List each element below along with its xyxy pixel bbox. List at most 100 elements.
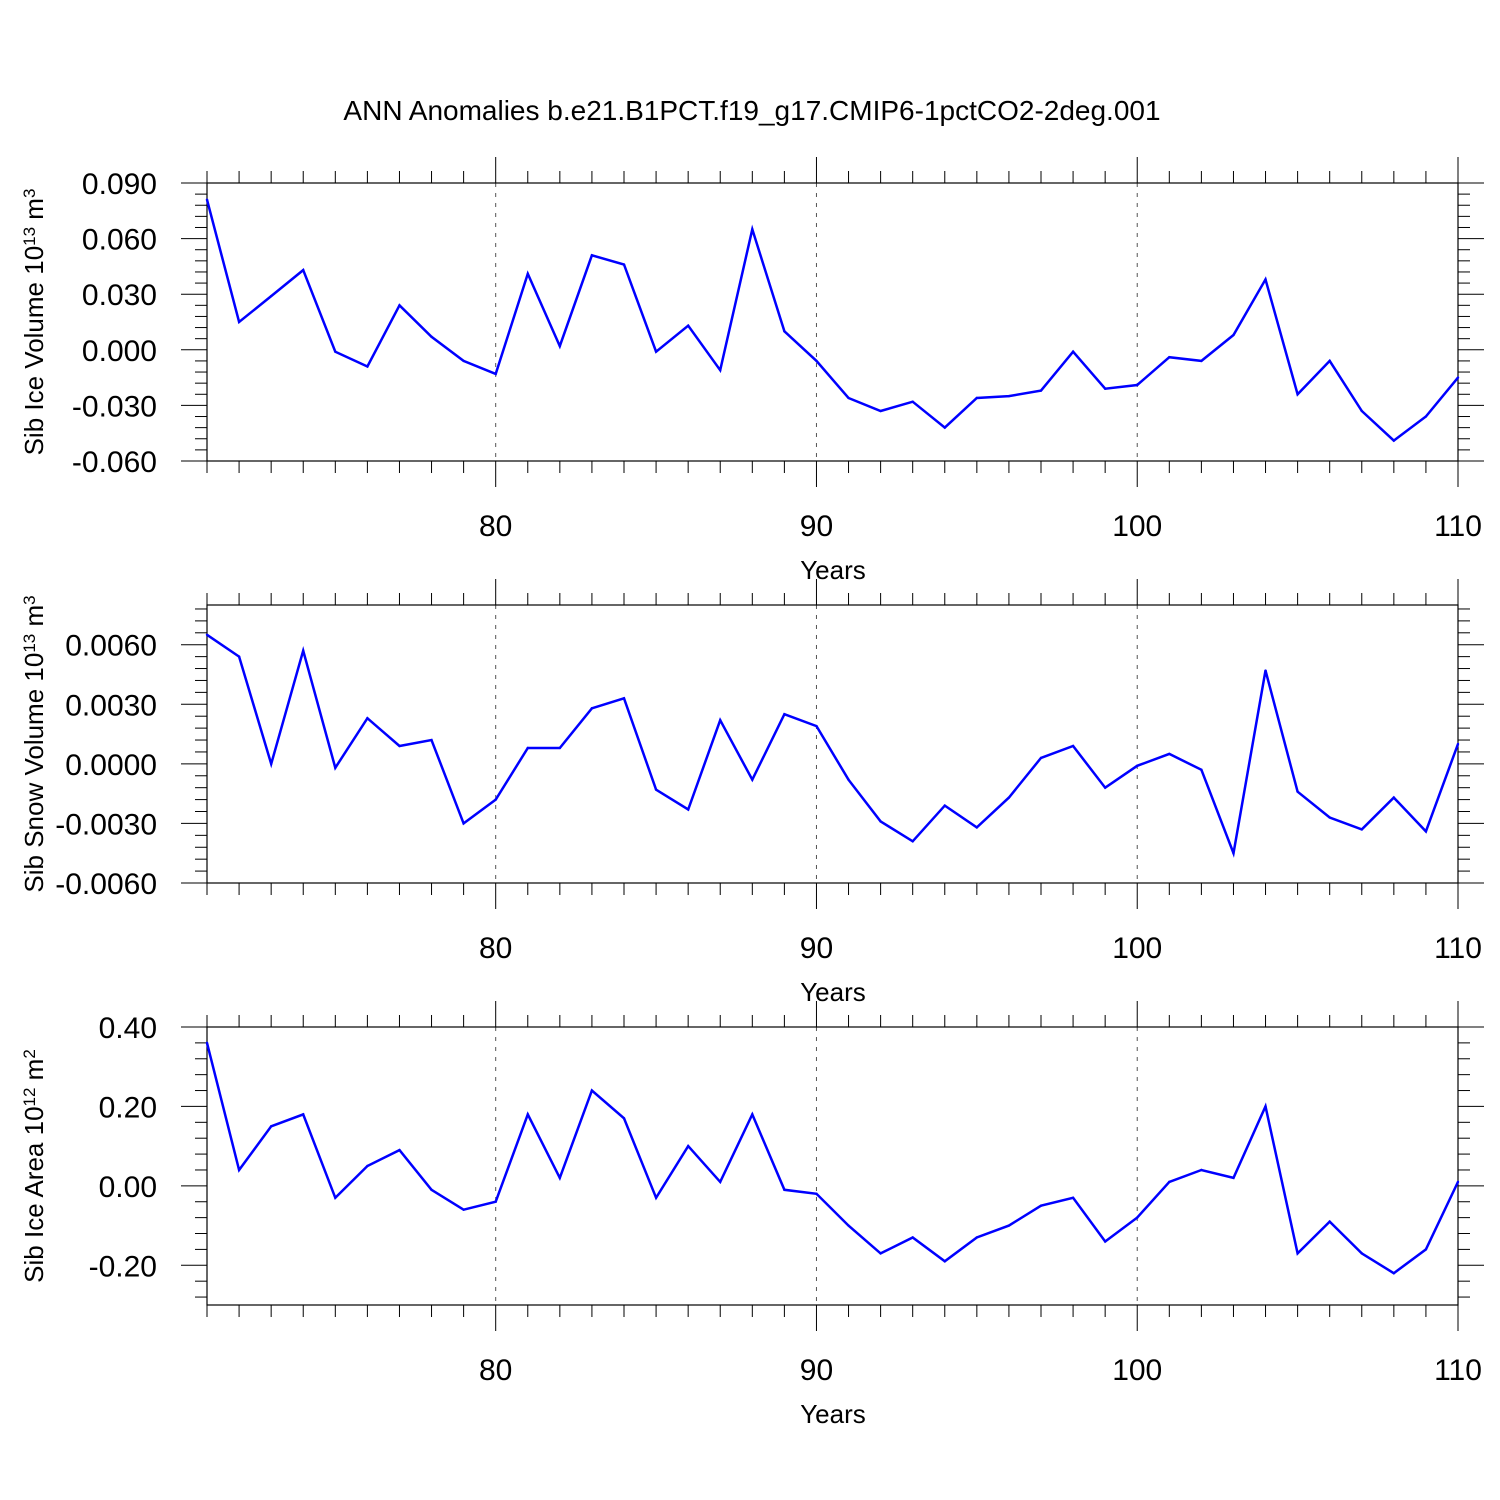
data-point [1039,1204,1043,1207]
y-axis-label: Sib Ice Volume 1013 m3 [19,189,49,456]
data-point [1360,1252,1363,1255]
data-point [943,804,946,807]
data-point [783,713,786,716]
data-point [366,716,369,720]
data-point [1424,830,1428,833]
data-point [1328,359,1331,363]
x-tick-label: 90 [800,932,833,965]
data-point [205,633,209,636]
data-point [398,744,401,748]
data-point [815,724,818,728]
data-point [719,368,722,372]
x-axis-label: Years [800,1399,866,1429]
data-point [334,350,337,353]
x-tick-label: 110 [1434,510,1482,543]
data-point [237,655,241,658]
data-point [430,738,433,742]
data-point [654,788,658,791]
data-point [590,254,594,257]
data-point [1007,394,1011,398]
y-tick-label: 0.20 [99,1091,157,1124]
data-point [975,1236,979,1239]
data-point [751,228,754,231]
data-point [1392,796,1396,799]
data-point [269,1125,273,1128]
series-line [205,1042,1460,1275]
y-tick-label: 0.40 [99,1012,157,1045]
y-axis-label-superscript: 3 [20,189,39,198]
series-line [206,633,1460,858]
data-point [302,1113,305,1116]
data-point [1424,1248,1428,1251]
data-point [686,808,690,811]
x-tick-label: 100 [1112,1354,1162,1387]
data-point [1264,1105,1267,1108]
plot-frame [206,182,1459,462]
data-point [1456,376,1460,379]
data-point [494,372,497,376]
data-point [237,1168,241,1172]
x-tick-label: 100 [1112,510,1162,543]
data-point [1168,1180,1171,1184]
data-point [751,1113,754,1116]
y-tick-label: 0.00 [99,1171,157,1204]
y-tick-label: -0.0060 [55,868,157,901]
data-point [1328,1220,1331,1223]
y-tick-label: 0.0060 [65,630,157,663]
data-point [302,649,305,652]
y-tick-label: 0.0000 [65,749,157,782]
data-point [719,1180,722,1184]
data-point [1103,387,1107,390]
data-point [1296,790,1299,793]
data-point [205,1041,209,1045]
data-point [366,365,369,368]
data-point [334,766,337,770]
data-point [1456,742,1460,746]
x-tick-label: 90 [800,510,833,543]
data-point [622,1117,626,1120]
data-point [558,344,562,348]
x-tick-label: 110 [1434,1354,1482,1387]
data-point [1071,744,1075,748]
data-point [526,746,529,750]
panels: -0.060 -0.030 0.000 0.030 0.060 0.090 80 90 100 1… [19,157,1484,1429]
y-tick-label: -0.030 [72,390,157,423]
data-point [494,1200,497,1203]
data-point [1136,764,1139,768]
y-axis-label-text: Sib Ice Volume 10 [19,246,49,456]
data-point [462,359,465,363]
data-point [1296,1252,1299,1255]
data-point [1200,768,1203,772]
data-point [1424,415,1428,418]
data-point [1296,393,1299,396]
data-point [1168,752,1171,756]
data-point [1071,1196,1075,1199]
series-line [205,199,1459,443]
data-point [1264,278,1267,281]
data-point [1360,409,1363,413]
data-point [911,400,914,403]
data-point [302,268,305,272]
x-tick-label: 80 [479,510,512,543]
data-point [783,1188,786,1192]
plot-frame [206,1026,1459,1306]
data-point [558,1176,562,1180]
data-point [1200,1168,1203,1172]
data-point [1328,816,1331,819]
data-point [590,707,594,710]
data-point [911,840,914,843]
data-point [494,798,497,801]
data-point [430,1188,433,1192]
data-point [590,1089,594,1092]
x-tick-label: 100 [1112,932,1162,965]
data-point [526,1113,529,1116]
data-point [654,1196,658,1199]
y-axis-label-text: m [19,198,49,227]
data-point [1456,1180,1460,1184]
y-tick-label: 0.000 [82,335,157,368]
data-point [975,826,979,829]
data-point [1232,852,1235,855]
data-point [719,718,722,722]
data-point [1232,1176,1235,1180]
